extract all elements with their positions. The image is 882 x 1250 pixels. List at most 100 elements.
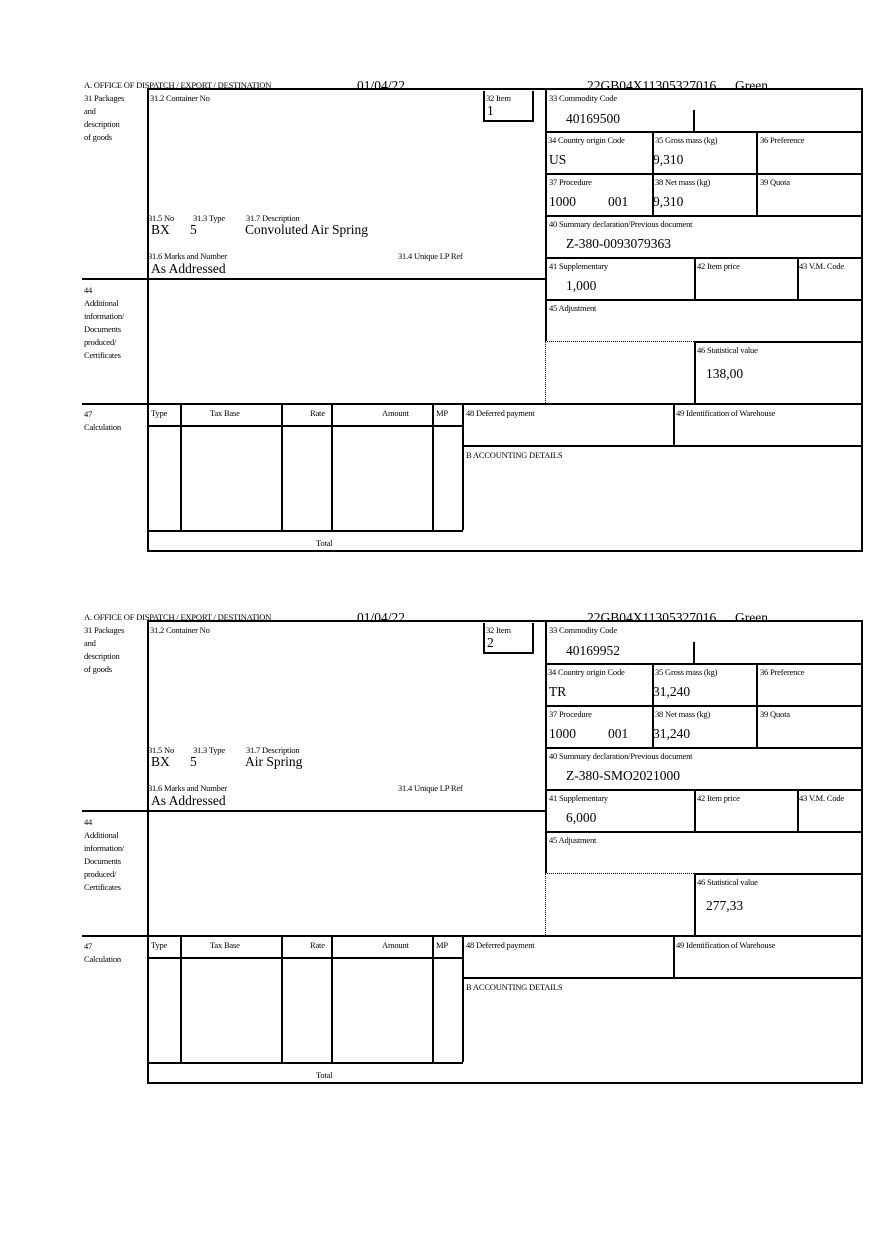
packages-label: and	[84, 106, 96, 116]
additional-info-label: Documents	[84, 856, 121, 866]
packages-label: of goods	[84, 132, 112, 142]
total-label: Total	[316, 1070, 333, 1080]
net-mass: 31,240	[653, 726, 691, 741]
no-label: 31.5 No	[148, 213, 174, 223]
marks-value: As Addressed	[151, 793, 226, 808]
statistical-value: 138,00	[706, 366, 744, 381]
no-label: 31.5 No	[148, 745, 174, 755]
commodity-code-label: 33 Commodity Code	[549, 625, 617, 635]
deferred-payment-label: 48 Deferred payment	[466, 408, 535, 418]
additional-info-label: produced/	[84, 337, 117, 347]
procedure-label: 37 Procedure	[549, 177, 592, 187]
statistical-value: 277,33	[706, 898, 744, 913]
procedure: 1000	[549, 194, 576, 209]
gross-mass: 9,310	[653, 152, 684, 167]
unique-lp-ref-label: 31.4 Unique LP Ref	[398, 783, 463, 793]
calc-col-amount: Amount	[382, 940, 409, 950]
calc-col-tax-base: Tax Base	[210, 408, 240, 418]
country-origin: US	[549, 152, 567, 167]
calculation-label: Calculation	[84, 422, 121, 432]
marks-value: As Addressed	[151, 261, 226, 276]
container-no-label: 31.2 Container No	[150, 93, 210, 103]
additional-info-label: 44	[84, 285, 93, 295]
net-mass: 9,310	[653, 194, 684, 209]
calc-col-mp: MP	[436, 408, 448, 418]
additional-info-label: Documents	[84, 324, 121, 334]
supplementary: 6,000	[566, 810, 597, 825]
commodity-code: 40169952	[566, 643, 620, 658]
summary-declaration-label: 40 Summary declaration/Previous document	[549, 751, 693, 761]
previous-document: Z-380-SMO2021000	[566, 768, 680, 783]
packages-label: and	[84, 638, 96, 648]
gross-mass-label: 35 Gross mass (kg)	[655, 667, 718, 677]
packages-label: description	[84, 651, 120, 661]
packages-label: of goods	[84, 664, 112, 674]
packages-label: description	[84, 119, 120, 129]
vm-code-label: 43 V.M. Code	[799, 261, 844, 271]
supplementary: 1,000	[566, 278, 597, 293]
gross-mass: 31,240	[653, 684, 691, 699]
warehouse-label: 49 Identification of Warehouse	[676, 408, 776, 418]
procedure-additional: 001	[608, 194, 629, 209]
country-origin-label: 34 Country origin Code	[548, 667, 625, 677]
commodity-code-label: 33 Commodity Code	[549, 93, 617, 103]
statistical-value-label: 46 Statistical value	[697, 345, 758, 355]
description-label: 31.7 Description	[246, 213, 300, 223]
type-label: 31.3 Type	[193, 745, 225, 755]
quota-label: 39 Quota	[760, 709, 790, 719]
supplementary-label: 41 Supplementary	[549, 793, 608, 803]
adjustment-label: 45 Adjustment	[549, 303, 597, 313]
calc-col-rate: Rate	[310, 408, 325, 418]
calculation-label: 47	[84, 941, 93, 951]
preference-label: 36 Preference	[760, 135, 805, 145]
additional-info-label: Certificates	[84, 350, 121, 360]
office-label: A. OFFICE OF DISPATCH / EXPORT / DESTINA…	[84, 612, 272, 622]
unique-lp-ref-label: 31.4 Unique LP Ref	[398, 251, 463, 261]
route: Green	[735, 78, 768, 93]
calc-col-mp: MP	[436, 940, 448, 950]
goods-description: Convoluted Air Spring	[245, 222, 369, 237]
preference-label: 36 Preference	[760, 667, 805, 677]
calc-col-amount: Amount	[382, 408, 409, 418]
summary-declaration-label: 40 Summary declaration/Previous document	[549, 219, 693, 229]
statistical-value-label: 46 Statistical value	[697, 877, 758, 887]
accounting-details-label: B ACCOUNTING DETAILS	[466, 982, 563, 992]
procedure-additional: 001	[608, 726, 629, 741]
calc-col-tax-base: Tax Base	[210, 940, 240, 950]
country-origin-label: 34 Country origin Code	[548, 135, 625, 145]
total-label: Total	[316, 538, 333, 548]
gross-mass-label: 35 Gross mass (kg)	[655, 135, 718, 145]
item-number: 1	[487, 103, 494, 118]
additional-info-label: Additional	[84, 830, 119, 840]
warehouse-label: 49 Identification of Warehouse	[676, 940, 776, 950]
item-label: 32 Item	[486, 93, 511, 103]
item-price-label: 42 Item price	[697, 793, 740, 803]
item-price-label: 42 Item price	[697, 261, 740, 271]
packages-label: 31 Packages	[84, 93, 125, 103]
package-kind: BX	[151, 222, 170, 237]
deferred-payment-label: 48 Deferred payment	[466, 940, 535, 950]
additional-info-label: Additional	[84, 298, 119, 308]
additional-info-label: information/	[84, 843, 125, 853]
reference: 22GB04X11305327016	[587, 78, 717, 93]
package-count: 5	[190, 754, 197, 769]
calc-col-rate: Rate	[310, 940, 325, 950]
supplementary-label: 41 Supplementary	[549, 261, 608, 271]
reference: 22GB04X11305327016	[587, 610, 717, 625]
previous-document: Z-380-0093079363	[566, 236, 671, 251]
packages-label: 31 Packages	[84, 625, 125, 635]
procedure: 1000	[549, 726, 576, 741]
additional-info-label: information/	[84, 311, 125, 321]
net-mass-label: 38 Net mass (kg)	[655, 709, 711, 719]
marks-label: 31.6 Marks and Number	[148, 783, 227, 793]
calc-col-type: Type	[151, 940, 168, 950]
office-label: A. OFFICE OF DISPATCH / EXPORT / DESTINA…	[84, 80, 272, 90]
commodity-code: 40169500	[566, 111, 620, 126]
package-count: 5	[190, 222, 197, 237]
accounting-details-label: B ACCOUNTING DETAILS	[466, 450, 563, 460]
type-label: 31.3 Type	[193, 213, 225, 223]
date: 01/04/22	[357, 78, 406, 93]
date: 01/04/22	[357, 610, 406, 625]
item-number: 2	[487, 635, 494, 650]
package-kind: BX	[151, 754, 170, 769]
